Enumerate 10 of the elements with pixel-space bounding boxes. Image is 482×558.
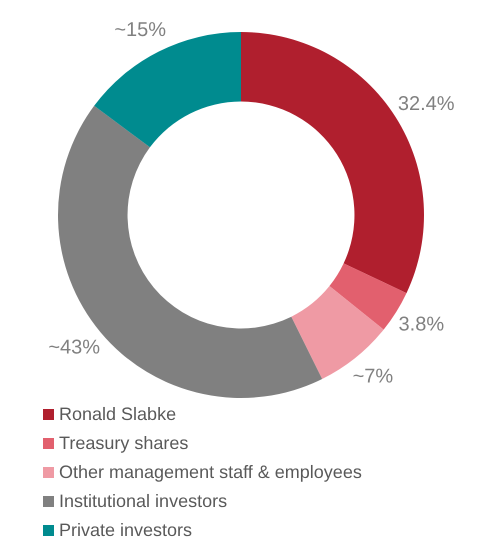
legend-label: Private investors bbox=[59, 520, 192, 541]
data-label: ~7% bbox=[352, 365, 394, 388]
legend-label: Institutional investors bbox=[59, 491, 228, 512]
data-label: ~15% bbox=[114, 19, 166, 42]
data-label: 3.8% bbox=[398, 314, 444, 336]
legend-label: Other management staff & employees bbox=[59, 462, 362, 483]
data-label: ~43% bbox=[48, 336, 100, 359]
legend-label: Treasury shares bbox=[59, 433, 188, 454]
legend-label: Ronald Slabke bbox=[59, 404, 176, 425]
data-label: 32.4% bbox=[398, 93, 455, 116]
